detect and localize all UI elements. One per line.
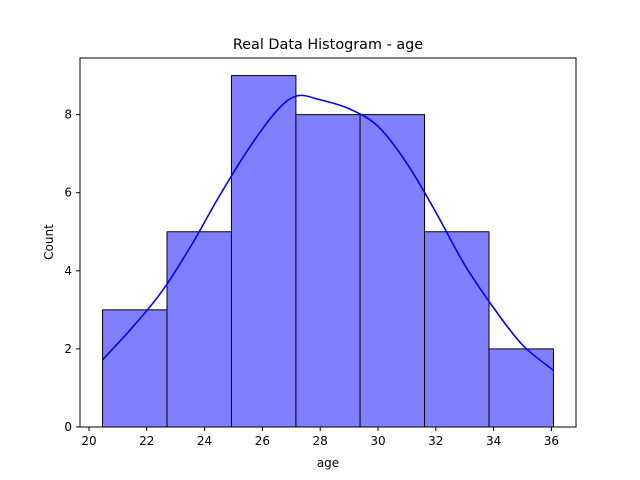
x-tick-label: 24 (197, 434, 212, 448)
x-tick-label: 26 (255, 434, 270, 448)
x-tick-label: 36 (544, 434, 559, 448)
y-axis-label: Count (42, 224, 56, 260)
histogram-bar-7 (488, 348, 554, 428)
y-tick-label: 6 (64, 186, 72, 200)
x-tick-label: 30 (370, 434, 385, 448)
chart-title: Real Data Histogram - age (233, 37, 423, 53)
x-axis-label: age (317, 456, 339, 470)
x-tick-label: 32 (428, 434, 443, 448)
x-tick-label: 28 (313, 434, 328, 448)
y-tick-label: 4 (64, 264, 72, 278)
y-tick-label: 8 (64, 108, 72, 122)
kde-layer (101, 94, 554, 371)
histogram-bar-5 (359, 114, 426, 428)
histogram-bar-1 (102, 309, 168, 428)
histogram-bar-3 (230, 75, 297, 428)
plot-frame (79, 57, 577, 428)
x-tick-label: 22 (139, 434, 154, 448)
histogram-bar-6 (424, 231, 490, 428)
y-tick-label: 0 (64, 420, 72, 434)
histogram-bar-2 (166, 231, 232, 428)
bars-layer (102, 75, 554, 428)
kde-curve (101, 94, 554, 371)
histogram-bar-4 (295, 114, 361, 428)
x-tick-label: 34 (486, 434, 501, 448)
x-tick-label: 20 (81, 434, 96, 448)
y-tick-label: 2 (64, 342, 72, 356)
